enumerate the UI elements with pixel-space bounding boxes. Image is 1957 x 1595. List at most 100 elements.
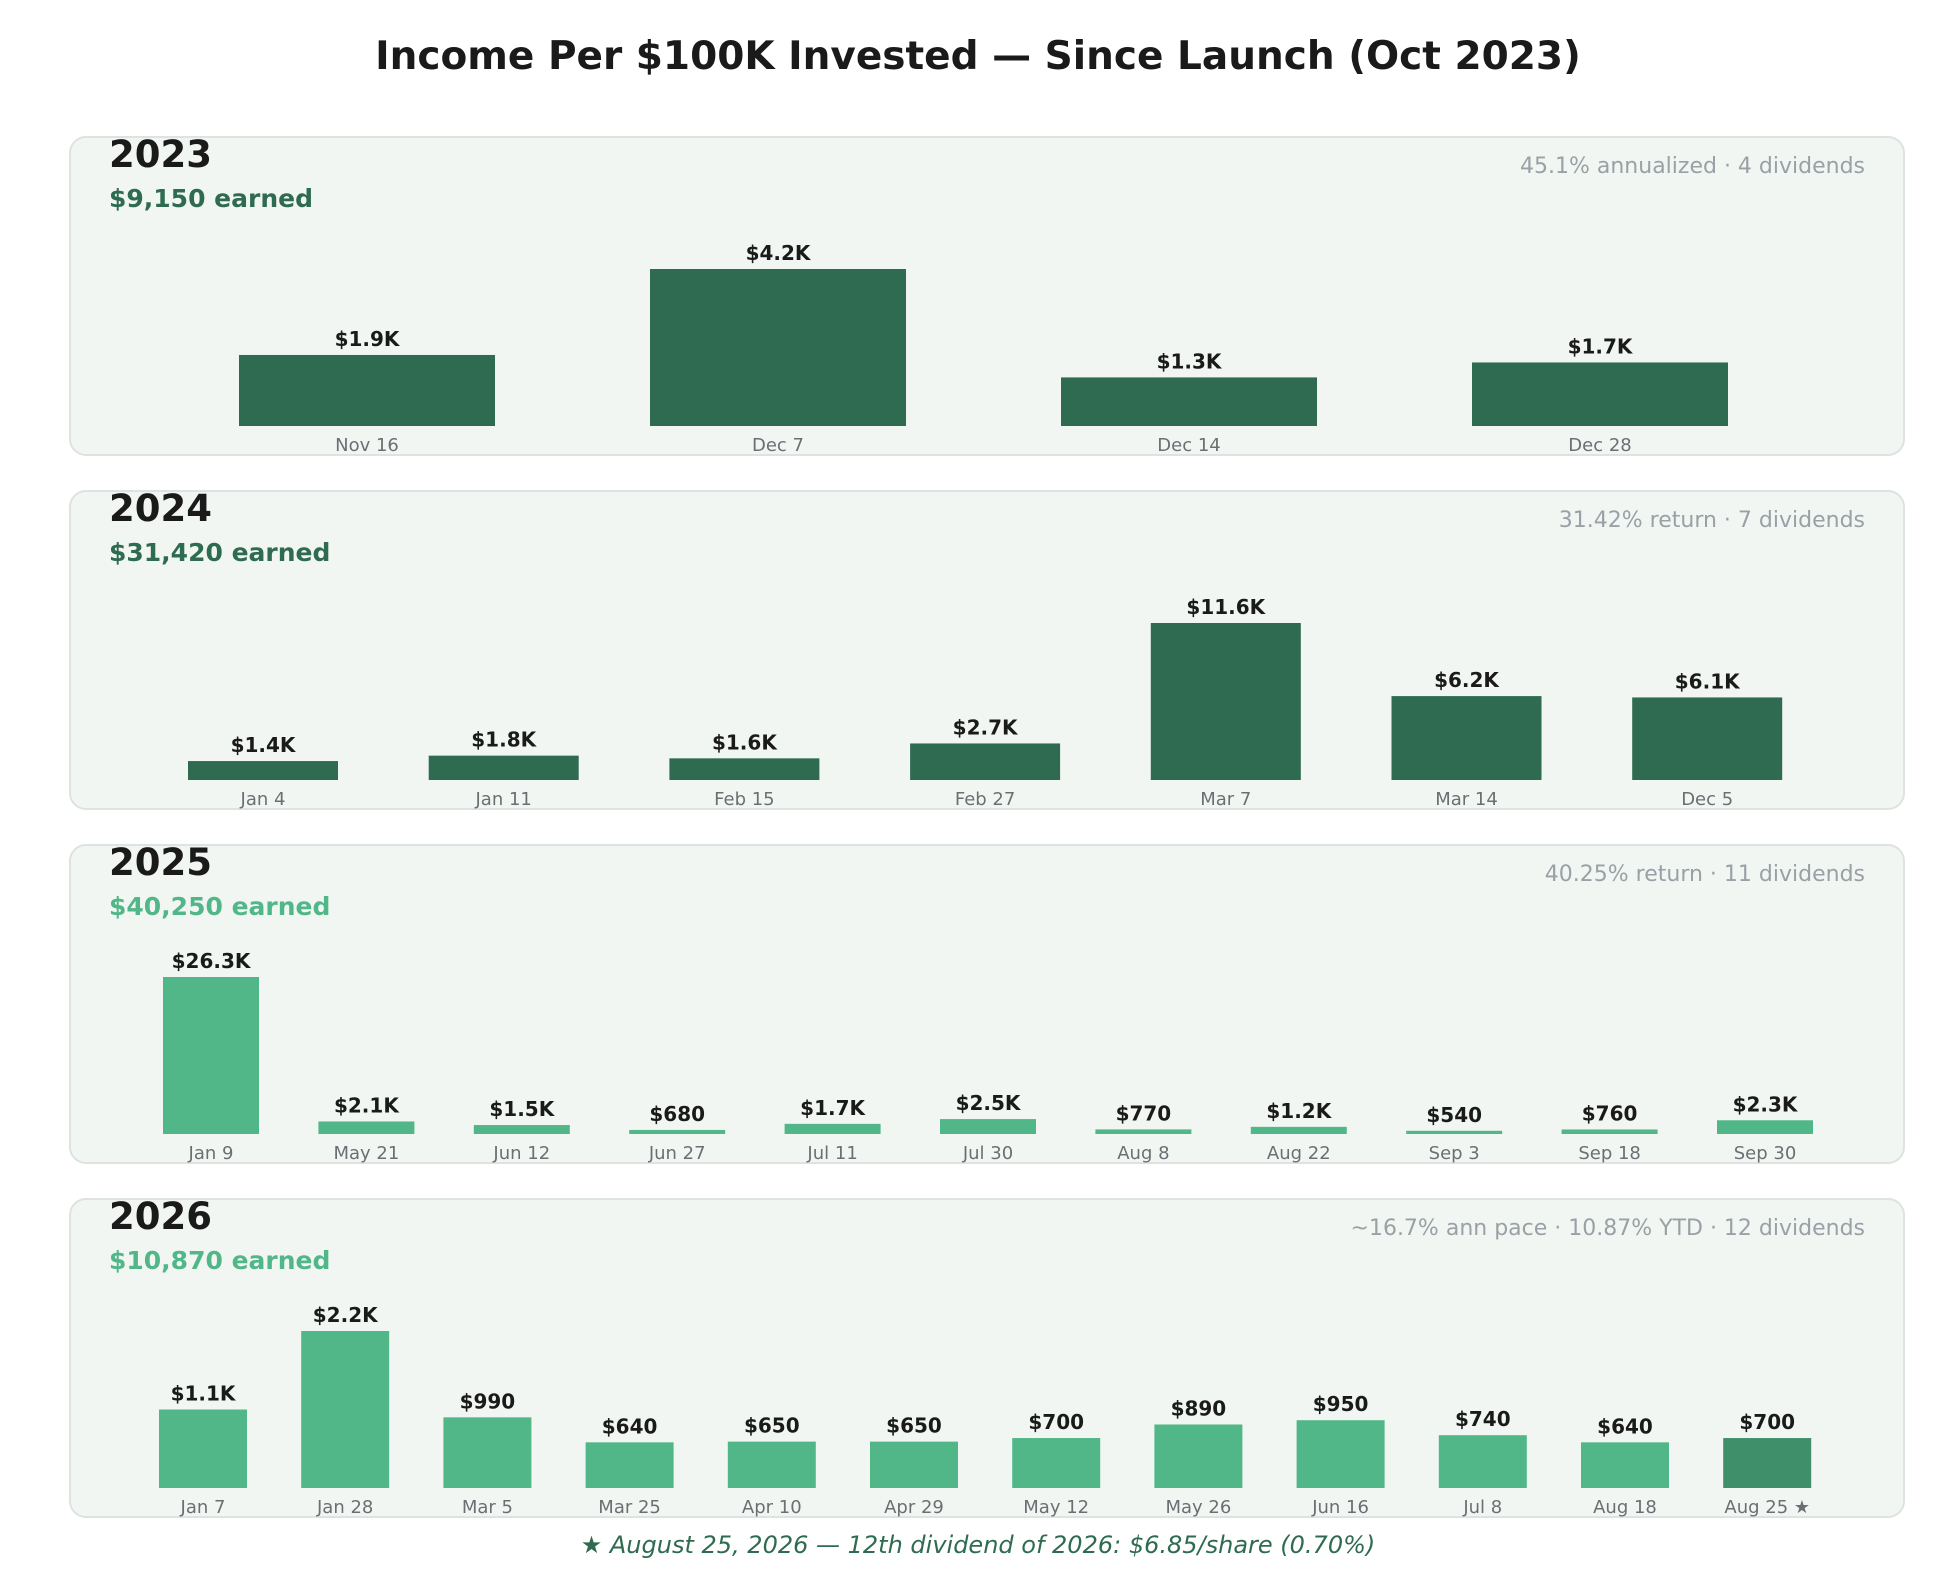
bar-feb-27 (910, 743, 1061, 780)
tick-label: May 12 (1023, 1497, 1089, 1518)
bar-jan-28 (301, 1331, 390, 1488)
data-label: $950 (1313, 1392, 1369, 1416)
panel-stats: 45.1% annualized · 4 dividends (1520, 154, 1865, 179)
data-label: $680 (649, 1102, 705, 1126)
data-label: $770 (1116, 1101, 1172, 1125)
tick-label: Jan 28 (316, 1497, 373, 1518)
tick-label: Sep 30 (1734, 1143, 1797, 1164)
data-label: $1.1K (171, 1382, 237, 1406)
bar-mar-14 (1391, 696, 1542, 780)
year-panels: 2023 $9,150 earned 45.1% annualized · 4 di… (69, 133, 1905, 1518)
bar-jan-11 (428, 755, 579, 780)
data-label: $2.7K (953, 715, 1019, 739)
bar-may-21 (318, 1121, 415, 1134)
tick-label: Jan 7 (180, 1497, 226, 1518)
bar-jul-11 (784, 1123, 881, 1134)
bar-jul-30 (940, 1119, 1036, 1134)
bar-may-26 (1154, 1424, 1243, 1488)
bar-aug-22 (1250, 1126, 1347, 1134)
tick-label: Jul 8 (1462, 1497, 1502, 1518)
tick-label: May 26 (1165, 1497, 1231, 1518)
tick-label: Jun 16 (1311, 1497, 1369, 1518)
data-label: $700 (1028, 1410, 1084, 1434)
bar-dec-7 (650, 269, 906, 426)
data-label: $1.5K (489, 1097, 555, 1121)
tick-label: Dec 7 (752, 435, 804, 456)
bar-feb-15 (669, 758, 820, 780)
earned-total: $31,420 earned (109, 538, 330, 567)
data-label: $1.2K (1266, 1099, 1332, 1123)
year-panel-2024: 2024 $31,420 earned 31.42% return · 7 divi… (69, 487, 1905, 810)
data-label: $890 (1171, 1396, 1227, 1420)
year-panel-2026: 2026 $10,870 earned ~16.7% ann pace · 10.8… (69, 1195, 1905, 1518)
tick-label: Mar 14 (1435, 789, 1498, 810)
bar-mar-5 (443, 1417, 532, 1488)
data-label: $1.9K (335, 327, 401, 351)
data-label: $4.2K (746, 241, 812, 265)
bar-jul-8 (1438, 1435, 1527, 1488)
panel-background (69, 136, 1905, 456)
data-label: $1.8K (471, 728, 537, 752)
data-label: $700 (1739, 1410, 1795, 1434)
tick-label: Mar 25 (598, 1497, 661, 1518)
bar-aug-18 (1581, 1442, 1669, 1488)
data-label: $6.2K (1434, 668, 1500, 692)
chart-title: Income Per $100K Invested — Since Launch… (375, 34, 1581, 79)
tick-label: Mar 7 (1200, 789, 1251, 810)
tick-label: Jun 27 (648, 1143, 706, 1164)
bar-jun-16 (1296, 1420, 1385, 1488)
data-label: $650 (744, 1414, 800, 1438)
tick-label: Apr 29 (884, 1497, 944, 1518)
tick-label: Dec 5 (1681, 789, 1733, 810)
bar-jan-7 (159, 1409, 247, 1488)
panel-background (69, 844, 1905, 1164)
bar-jun-27 (629, 1129, 726, 1134)
data-label: $1.7K (1568, 334, 1634, 358)
panel-stats: ~16.7% ann pace · 10.87% YTD · 12 divide… (1351, 1216, 1865, 1241)
earned-total: $10,870 earned (109, 1246, 330, 1275)
bar-may-12 (1012, 1438, 1101, 1488)
bar-dec-14 (1061, 377, 1317, 426)
tick-label: Feb 27 (955, 789, 1016, 810)
bar-aug-8 (1095, 1129, 1192, 1134)
data-label: $1.3K (1157, 349, 1223, 373)
tick-label: Dec 14 (1157, 435, 1220, 456)
tick-label: Nov 16 (335, 435, 399, 456)
tick-label: Aug 25 ★ (1724, 1497, 1810, 1518)
data-label: $740 (1455, 1407, 1511, 1431)
panel-stats: 40.25% return · 11 dividends (1545, 862, 1865, 887)
bar-apr-10 (727, 1441, 816, 1488)
year-heading: 2026 (109, 1195, 212, 1238)
bar-dec-5 (1632, 697, 1783, 780)
bar-dec-28 (1472, 362, 1728, 426)
bar-jun-12 (473, 1125, 570, 1134)
bar-sep-18 (1561, 1129, 1658, 1134)
data-label: $760 (1582, 1101, 1638, 1125)
data-label: $1.7K (800, 1096, 866, 1120)
year-heading: 2023 (109, 133, 212, 176)
bar-mar-25 (585, 1442, 674, 1488)
bar-jan-4 (188, 761, 338, 780)
bar-mar-7 (1150, 623, 1301, 780)
earned-total: $40,250 earned (109, 892, 330, 921)
data-label: $640 (602, 1414, 658, 1438)
tick-label: Sep 3 (1429, 1143, 1480, 1164)
year-heading: 2025 (109, 841, 212, 884)
tick-label: Aug 8 (1117, 1143, 1169, 1164)
tick-label: Jul 11 (806, 1143, 857, 1164)
tick-label: Sep 18 (1578, 1143, 1641, 1164)
data-label: $540 (1426, 1103, 1482, 1127)
tick-label: Mar 5 (462, 1497, 513, 1518)
bar-aug-25 (1723, 1438, 1812, 1488)
tick-label: May 21 (333, 1143, 399, 1164)
bar-sep-3 (1406, 1130, 1503, 1134)
bar-apr-29 (870, 1441, 958, 1488)
data-label: $6.1K (1675, 669, 1741, 693)
data-label: $26.3K (172, 949, 252, 973)
year-panel-2025: 2025 $40,250 earned 40.25% return · 11 div… (69, 841, 1905, 1164)
tick-label: Jul 30 (962, 1143, 1013, 1164)
tick-label: Jan 4 (240, 789, 286, 810)
panel-stats: 31.42% return · 7 dividends (1559, 508, 1865, 533)
